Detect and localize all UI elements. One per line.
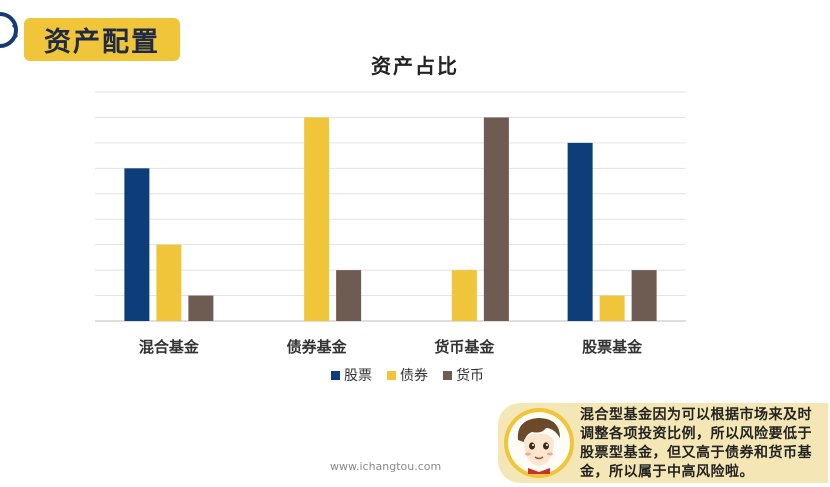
bar-债券 — [451, 270, 477, 321]
cartoon-avatar-icon — [504, 408, 574, 478]
section-title: 资产配置 — [44, 27, 160, 58]
x-tick-label: 货币基金 — [434, 338, 495, 356]
x-tick-label: 股票基金 — [582, 338, 643, 356]
section-title-badge: 资产配置 — [24, 18, 180, 61]
x-tick-label: 债券基金 — [287, 338, 348, 356]
x-tick-label: 混合基金 — [139, 338, 200, 356]
bar-货币 — [631, 270, 657, 321]
bar-债券 — [156, 244, 182, 321]
watermark: www.ichangtou.com — [330, 460, 442, 473]
legend-swatch — [443, 371, 452, 380]
legend-swatch — [387, 371, 396, 380]
bar-债券 — [599, 295, 625, 321]
tip-text: 混合型基金因为可以根据市场来及时调整各项投资比例，所以风险要低于股票型基金，但又… — [580, 407, 812, 480]
bar-股票 — [567, 142, 593, 321]
bar-货币 — [336, 270, 362, 321]
bar-货币 — [483, 117, 509, 321]
bar-货币 — [188, 295, 214, 321]
bar-股票 — [124, 168, 150, 321]
bar-债券 — [304, 117, 330, 321]
legend-label: 债券 — [400, 368, 428, 384]
decorative-circle-icon — [0, 12, 18, 48]
chart-title: 资产占比 — [371, 54, 459, 78]
legend-label: 货币 — [456, 367, 484, 384]
legend-swatch — [331, 371, 340, 380]
legend-label: 股票 — [344, 368, 372, 384]
